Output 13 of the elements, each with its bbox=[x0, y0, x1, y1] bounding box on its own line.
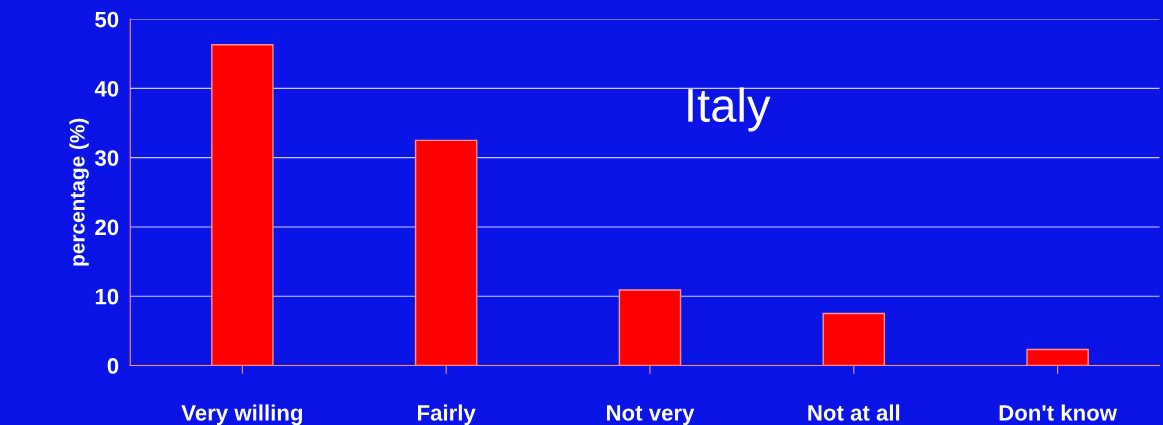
y-tick-label: 30 bbox=[94, 150, 119, 166]
y-tick-label: 40 bbox=[94, 80, 119, 97]
x-tick-label: Fairly bbox=[418, 404, 476, 425]
x-tick-label: Don't know bbox=[999, 404, 1118, 421]
y-tick-label: 10 bbox=[95, 288, 119, 305]
y-tick-label: 50 bbox=[95, 11, 119, 28]
y-axis-title: percentage (%) bbox=[69, 118, 89, 266]
x-tick-label: Not at all bbox=[808, 404, 900, 421]
text: Italy bbox=[688, 87, 771, 132]
x-tick-label: Not very bbox=[607, 405, 695, 425]
y-tick-label: 20 bbox=[95, 219, 119, 236]
y-tick-label: 0 bbox=[107, 358, 119, 374]
x-tick-label: Very willing bbox=[181, 404, 302, 425]
